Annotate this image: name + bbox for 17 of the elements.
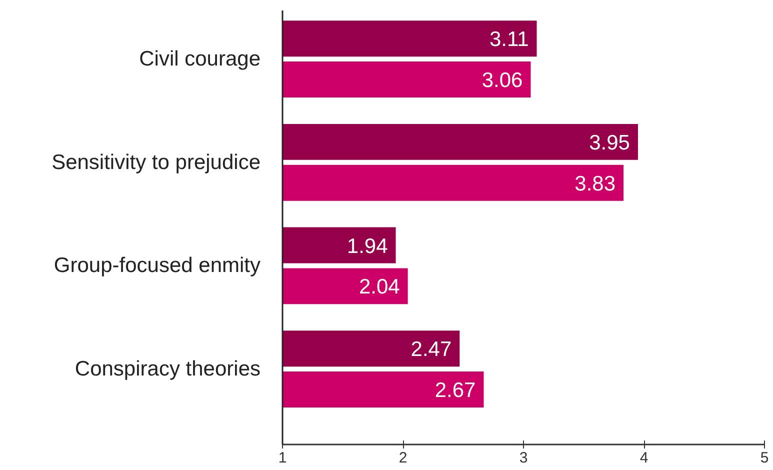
y-tick-label: Civil courage: [139, 48, 261, 71]
data-label: 3.83: [574, 172, 616, 196]
x-tick-label: 2: [398, 450, 408, 466]
y-tick-label: Group-focused enmity: [54, 254, 261, 278]
data-label: 3.06: [482, 69, 523, 92]
y-tick-label: Sensitivity to prejudice: [52, 150, 261, 174]
data-label: 2.67: [434, 379, 476, 402]
y-tick-label: Conspiracy theories: [74, 358, 261, 381]
x-tick-label: 1: [278, 450, 287, 466]
data-label: 3.95: [589, 131, 630, 154]
x-tick-label: 4: [640, 450, 648, 466]
data-label: 3.11: [489, 28, 529, 52]
data-label: 2.47: [410, 338, 452, 362]
x-tick-label: 3: [519, 450, 528, 466]
data-label: 1.94: [346, 234, 388, 258]
x-tick-label: 5: [760, 450, 769, 466]
data-label: 2.04: [358, 276, 400, 299]
